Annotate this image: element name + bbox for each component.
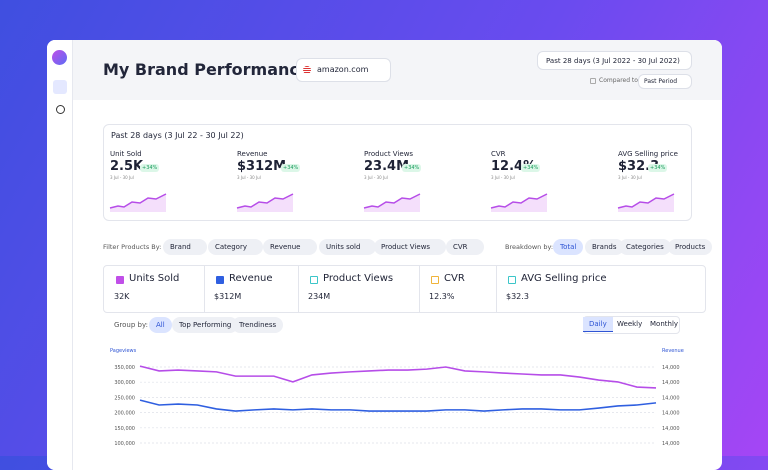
compare-period: Past Period xyxy=(644,78,678,85)
metric-value: $32.3 xyxy=(506,292,529,301)
app-window: My Brand Performance amazon.com Past 28 … xyxy=(47,40,722,470)
y2-tick-label: 14,000 xyxy=(662,365,680,371)
filter-label: Filter Products By: xyxy=(103,243,162,251)
kpi-change: +34% xyxy=(648,164,668,172)
kpi-label: CVR xyxy=(491,150,506,158)
date-range: Past 28 days (3 Jul 2022 - 30 Jul 2022) xyxy=(546,57,680,65)
filter-chip[interactable]: Category xyxy=(208,239,263,255)
tab-divider xyxy=(496,265,497,313)
kpi-value: 23.4M xyxy=(364,159,410,174)
y2-tick-label: 14,000 xyxy=(662,441,680,447)
date-dropdown[interactable]: Past 28 days (3 Jul 2022 - 30 Jul 2022) xyxy=(537,51,692,70)
kpi-change: +34% xyxy=(521,164,541,172)
filter-chip[interactable]: Revenue xyxy=(263,239,317,255)
marketplace: amazon.com xyxy=(317,65,369,74)
kpi-value: $312M xyxy=(237,159,287,174)
metric-label: Revenue xyxy=(229,273,273,284)
right-axis-label: Revenue xyxy=(662,348,684,354)
summary-card xyxy=(103,124,692,221)
y-tick-label: 100,000 xyxy=(114,441,135,447)
tab-divider xyxy=(298,265,299,313)
y2-tick-label: 14,000 xyxy=(662,411,680,417)
metric-label: AVG Selling price xyxy=(521,273,607,284)
chart: Pageviews Revenue 350,000 14,000 300,000 14,0… xyxy=(109,193,684,447)
compare-label: Compared to xyxy=(599,77,638,84)
kpi-period: 3 Jul - 30 Jul xyxy=(110,175,134,180)
y2-tick-label: 14,000 xyxy=(662,380,680,386)
header xyxy=(73,40,722,100)
kpi-change: +34% xyxy=(281,164,301,172)
filter-chip[interactable]: Units sold xyxy=(319,239,377,255)
sparkline xyxy=(490,193,548,209)
metric-value: 32K xyxy=(114,292,130,301)
metric-label: CVR xyxy=(444,273,465,284)
filter-chip[interactable]: CVR xyxy=(446,239,484,255)
metric-checkbox[interactable] xyxy=(431,276,439,284)
sidebar xyxy=(47,40,73,470)
kpi-period: 3 Jul - 30 Jul xyxy=(491,175,515,180)
kpi-period: 3 Jul - 30 Jul xyxy=(364,175,388,180)
filter-chip[interactable]: Brand xyxy=(163,239,207,255)
breakdown-label: Breakdown by: xyxy=(505,243,554,251)
kpi-period: 3 Jul - 30 Jul xyxy=(618,175,642,180)
kpi-change: +34% xyxy=(402,164,422,172)
group-chip[interactable]: Trendiness xyxy=(232,317,284,333)
filter-chip[interactable]: Product Views xyxy=(374,239,447,255)
y2-tick-label: 14,000 xyxy=(662,395,680,401)
kpi-label: Unit Sold xyxy=(110,150,142,158)
granularity-option[interactable]: Weekly xyxy=(617,320,643,328)
summary-title: Past 28 days (3 Jul 22 - 30 Jul 22) xyxy=(111,131,244,140)
metric-label: Product Views xyxy=(323,273,394,284)
tab-divider xyxy=(204,265,205,313)
breakdown-chip[interactable]: Brands xyxy=(585,239,624,255)
avatar[interactable] xyxy=(52,50,67,65)
metric-tabs xyxy=(103,265,706,313)
breakdown-chip[interactable]: Products xyxy=(668,239,713,255)
kpi-label: Product Views xyxy=(364,150,414,158)
nav-rocket[interactable] xyxy=(53,80,67,94)
nav-chart[interactable] xyxy=(56,105,65,114)
kpi-period: 3 Jul - 30 Jul xyxy=(237,175,261,180)
page-title: My Brand Performance xyxy=(103,60,310,79)
tab-divider xyxy=(419,265,420,313)
series-line xyxy=(139,365,657,389)
kpi-change: +34% xyxy=(140,164,160,172)
group-chip[interactable]: All xyxy=(149,317,172,333)
left-axis-label: Pageviews xyxy=(110,348,137,354)
kpi-label: AVG Selling price xyxy=(618,150,678,158)
y-tick-label: 200,000 xyxy=(114,411,135,417)
sparkline xyxy=(617,193,675,209)
metric-label: Units Sold xyxy=(129,273,180,284)
flag xyxy=(303,66,311,74)
y-tick-label: 250,000 xyxy=(114,395,135,401)
y-tick-label: 350,000 xyxy=(114,365,135,371)
marketplace-dropdown[interactable]: amazon.com xyxy=(296,58,391,82)
metric-value: 12.3% xyxy=(429,292,455,301)
metric-checkbox[interactable] xyxy=(116,276,124,284)
series-line xyxy=(139,399,657,412)
metric-checkbox[interactable] xyxy=(508,276,516,284)
breakdown-chip[interactable]: Categories xyxy=(619,239,671,255)
metric-value: $312M xyxy=(214,292,242,301)
y-tick-label: 300,000 xyxy=(114,380,135,386)
kpi-value: 2.5K xyxy=(110,159,144,174)
y2-tick-label: 14,000 xyxy=(662,426,680,432)
sparkline xyxy=(236,193,294,209)
group-chip[interactable]: Top Performing xyxy=(172,317,239,333)
granularity-option[interactable]: Daily xyxy=(583,317,613,332)
group-by-label: Group by: xyxy=(114,321,148,329)
sparkline xyxy=(363,193,421,209)
sparkline xyxy=(109,193,167,209)
metric-checkbox[interactable] xyxy=(310,276,318,284)
breakdown-chip[interactable]: Total xyxy=(553,239,584,255)
metric-checkbox[interactable] xyxy=(216,276,224,284)
compare-checkbox[interactable] xyxy=(590,78,596,84)
metric-value: 234M xyxy=(308,292,331,301)
kpi-label: Revenue xyxy=(237,150,268,158)
granularity-option[interactable]: Monthly xyxy=(650,320,679,328)
period-dropdown[interactable]: Past Period xyxy=(638,74,692,89)
y-tick-label: 150,000 xyxy=(114,426,135,432)
